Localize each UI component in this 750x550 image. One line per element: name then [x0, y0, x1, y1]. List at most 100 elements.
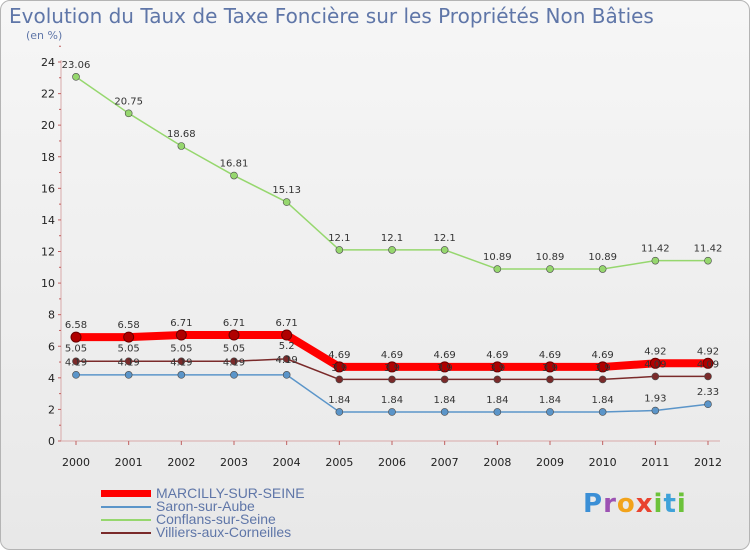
data-label-villiers: 3.9 — [542, 363, 558, 374]
data-point-marcilly — [491, 361, 503, 373]
data-label-conflans: 10.89 — [588, 252, 617, 263]
data-point-villiers — [651, 372, 660, 381]
data-point-conflans — [335, 246, 344, 254]
data-label-saron: 4.19 — [65, 357, 87, 368]
data-label-villiers: 5.2 — [279, 341, 295, 352]
data-label-saron: 1.84 — [381, 395, 403, 406]
data-point-marcilly — [123, 331, 135, 343]
y-tick-label: 8 — [48, 309, 55, 322]
data-point-marcilly — [597, 361, 609, 373]
data-point-saron — [546, 408, 554, 416]
x-tick-label: 2011 — [641, 456, 669, 469]
y-tick-label: 24 — [41, 56, 55, 69]
legend-label-saron: Saron-sur-Aube — [156, 498, 255, 514]
data-label-conflans: 15.13 — [272, 185, 301, 196]
data-label-villiers: 3.9 — [437, 363, 453, 374]
data-point-saron — [598, 408, 607, 416]
data-point-marcilly — [386, 361, 398, 373]
legend-label-marcilly: MARCILLY-SUR-SEINE — [156, 485, 305, 501]
data-label-marcilly: 4.69 — [539, 350, 561, 361]
data-label-saron: 1.84 — [328, 395, 350, 406]
data-point-marcilly — [333, 361, 345, 373]
data-point-saron — [388, 408, 396, 416]
y-tick-label: 14 — [41, 214, 55, 227]
data-label-marcilly: 4.69 — [434, 350, 456, 361]
data-point-conflans — [388, 246, 396, 254]
data-label-villiers: 3.9 — [595, 363, 611, 374]
data-point-villiers — [177, 357, 186, 366]
y-tick-label: 10 — [41, 277, 55, 290]
data-label-marcilly: 4.69 — [381, 350, 403, 361]
data-label-saron: 4.19 — [276, 355, 298, 366]
y-tick-label: 16 — [41, 182, 55, 195]
x-tick-label: 2003 — [220, 456, 248, 469]
data-point-villiers — [230, 357, 238, 366]
proxiti-logo: Proxiti — [583, 489, 687, 519]
data-label-saron: 1.84 — [486, 395, 508, 406]
data-point-conflans — [72, 73, 80, 81]
legend-swatch-villiers — [101, 532, 151, 534]
data-label-conflans: 20.75 — [114, 96, 143, 107]
y-tick-label: 20 — [41, 119, 55, 132]
data-label-conflans: 18.68 — [167, 129, 196, 140]
y-tick-label: 6 — [48, 340, 55, 353]
data-point-villiers — [704, 372, 712, 381]
data-label-conflans: 10.89 — [536, 252, 565, 263]
data-label-marcilly: 4.69 — [328, 350, 350, 361]
data-label-saron: 4.19 — [170, 357, 192, 368]
data-label-villiers: 3.9 — [384, 363, 400, 374]
data-label-villiers: 3.9 — [489, 363, 505, 374]
data-point-saron — [124, 371, 133, 379]
data-point-marcilly — [702, 357, 714, 369]
data-label-villiers: 5.05 — [118, 343, 140, 354]
data-point-villiers — [388, 375, 396, 384]
data-label-marcilly: 4.69 — [592, 350, 614, 361]
data-point-villiers — [493, 375, 502, 384]
x-tick-label: 2007 — [431, 456, 459, 469]
x-tick-label: 2005 — [325, 456, 353, 469]
data-label-conflans: 12.1 — [434, 233, 456, 244]
data-label-saron: 1.84 — [434, 395, 456, 406]
data-point-conflans — [124, 109, 133, 118]
data-label-conflans: 11.42 — [694, 244, 723, 255]
data-point-conflans — [493, 265, 502, 273]
data-label-villiers: 5.05 — [170, 343, 192, 354]
data-label-villiers: 4.09 — [644, 359, 666, 370]
data-point-saron — [704, 400, 712, 409]
data-point-conflans — [598, 265, 607, 273]
x-tick-label: 2010 — [589, 456, 617, 469]
y-tick-label: 22 — [41, 88, 55, 101]
x-tick-label: 2012 — [694, 456, 722, 469]
y-tick-label: 2 — [48, 403, 55, 416]
y-tick-label: 12 — [41, 246, 55, 259]
data-point-saron — [440, 408, 449, 416]
data-point-conflans — [177, 142, 186, 150]
legend-label-villiers: Villiers-aux-Corneilles — [156, 524, 292, 540]
data-label-villiers: 4.09 — [697, 359, 719, 370]
data-label-conflans: 10.89 — [483, 252, 512, 263]
data-label-conflans: 11.42 — [641, 244, 670, 255]
data-label-marcilly: 6.71 — [223, 318, 245, 329]
data-label-saron: 4.19 — [223, 357, 245, 368]
data-label-saron: 1.84 — [539, 395, 561, 406]
data-point-marcilly — [439, 361, 451, 373]
data-point-marcilly — [228, 329, 240, 341]
data-point-villiers — [282, 355, 291, 363]
data-label-saron: 4.19 — [118, 357, 140, 368]
data-label-villiers: 5.05 — [223, 343, 245, 354]
data-label-marcilly: 6.58 — [65, 320, 87, 331]
data-label-villiers: 3.9 — [331, 363, 347, 374]
x-tick-label: 2006 — [378, 456, 406, 469]
chart-title: Evolution du Taux de Taxe Foncière sur l… — [9, 4, 654, 28]
data-label-conflans: 12.1 — [328, 233, 350, 244]
data-point-villiers — [72, 357, 80, 366]
data-label-saron: 1.93 — [644, 394, 666, 405]
data-point-marcilly — [649, 357, 661, 369]
data-label-marcilly: 4.92 — [644, 346, 666, 357]
data-point-conflans — [704, 256, 712, 265]
y-tick-label: 18 — [41, 151, 55, 164]
y-tick-label: 0 — [48, 435, 55, 448]
data-point-villiers — [440, 375, 449, 384]
data-point-saron — [230, 371, 238, 379]
